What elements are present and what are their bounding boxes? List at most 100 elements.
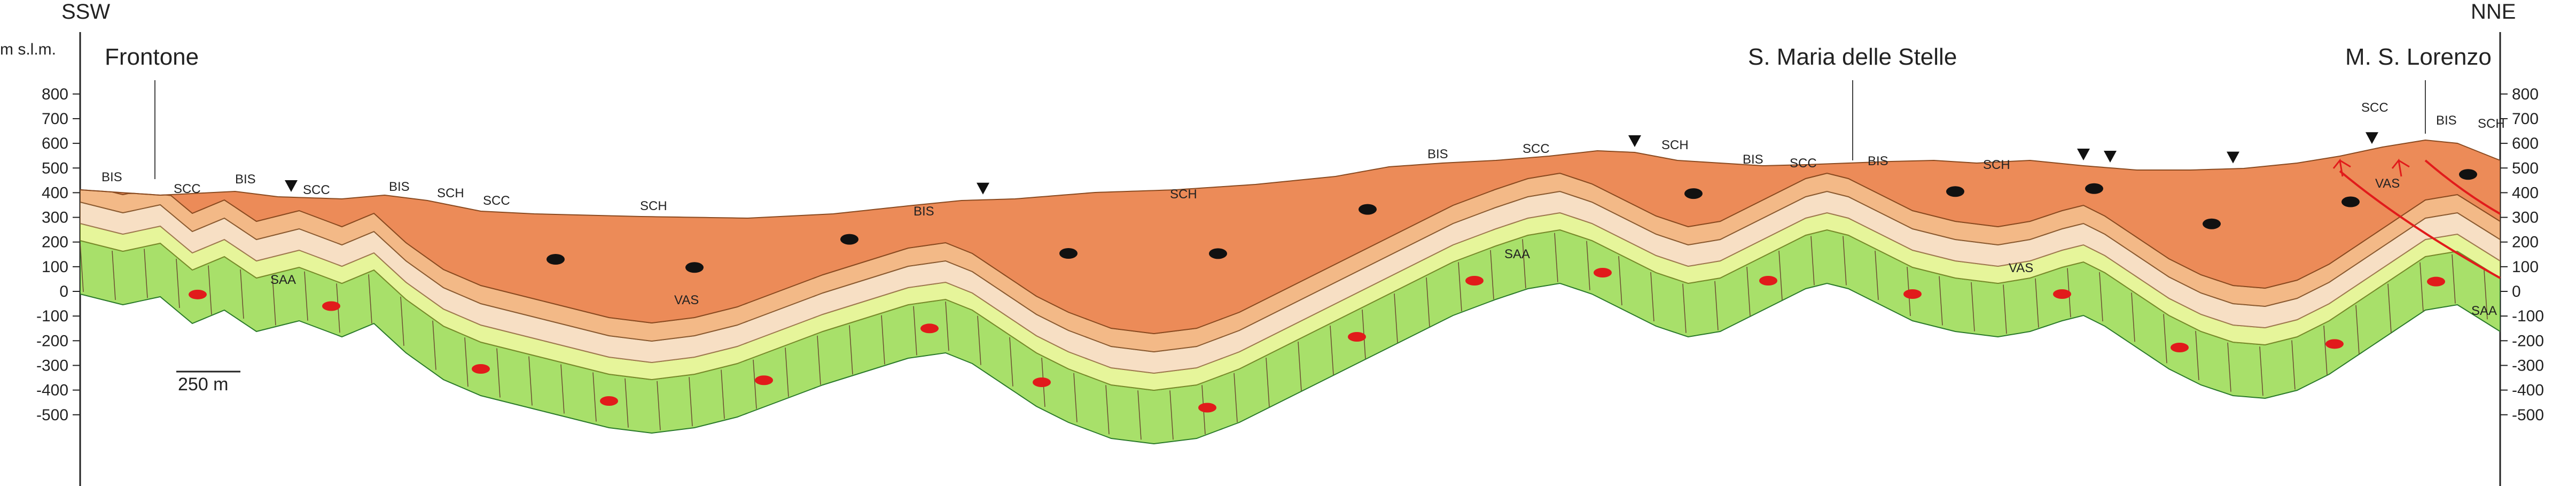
bedding-tick <box>1458 262 1462 312</box>
triangle-marker <box>2104 151 2117 163</box>
fault-arrow-2 <box>2391 158 2410 177</box>
orientation-ssw: SSW <box>61 0 111 24</box>
bedding-tick <box>2259 346 2263 396</box>
formation-label-bis: BIS <box>389 180 410 194</box>
bedding-tick <box>1810 236 1815 286</box>
formation-label-vas: VAS <box>2375 176 2400 191</box>
bedding-hatches <box>80 233 2488 440</box>
formation-label-bis: BIS <box>1743 152 1763 167</box>
bedding-tick <box>80 242 84 292</box>
red-nodule <box>1198 403 1216 413</box>
red-nodule <box>2171 343 2189 352</box>
bedding-tick <box>1875 250 1879 300</box>
axis-tick-label: -400 <box>2512 382 2544 399</box>
axis-tick-label: 300 <box>42 209 68 227</box>
bedding-tick <box>1073 373 1078 422</box>
bedding-tick <box>1009 337 1013 387</box>
bedding-tick <box>2419 262 2424 312</box>
orientation-nne: NNE <box>2471 0 2516 24</box>
bedding-tick <box>881 315 885 365</box>
right-axis-ticks: 800 700 600 500 400 300 200 100 0 -100 -200 -300 -40… <box>2500 86 2544 424</box>
bedding-tick <box>1522 239 1526 289</box>
red-nodule <box>472 364 490 374</box>
bedding-tick <box>2484 270 2488 320</box>
bedding-tick <box>1618 256 1622 306</box>
red-nodule <box>600 396 618 406</box>
bedding-tick <box>1169 390 1174 440</box>
bedding-tick <box>849 325 853 375</box>
axis-tick-label: 800 <box>42 86 68 103</box>
bedding-tick <box>1971 282 1975 331</box>
bedding-tick <box>1746 266 1751 317</box>
axis-tick-label: -200 <box>36 332 68 350</box>
bedding-tick <box>1778 250 1783 300</box>
place-frontone: Frontone <box>105 44 199 70</box>
red-nodule <box>1465 276 1484 286</box>
formation-label-bis: BIS <box>2436 113 2457 128</box>
bedding-tick <box>657 381 661 430</box>
bedding-tick <box>1330 325 1334 375</box>
bedding-tick <box>1298 341 1302 391</box>
axis-tick-label: -200 <box>2512 332 2544 350</box>
formation-label-sch: SCH <box>1661 138 1689 152</box>
red-nodule <box>755 375 773 385</box>
bedding-tick <box>2163 314 2167 364</box>
formation-label-sch: SCH <box>2478 117 2505 131</box>
bedding-tick <box>272 276 276 326</box>
formation-label-sch: SCH <box>640 199 667 213</box>
bedding-tick <box>1682 283 1687 333</box>
formation-label-scc: SCC <box>2361 101 2388 115</box>
bedding-tick <box>1586 241 1590 290</box>
axis-tick-label: -400 <box>36 382 68 399</box>
red-nodule <box>322 301 340 311</box>
bedding-tick <box>144 249 148 298</box>
bedding-tick <box>2003 284 2007 334</box>
bedding-tick <box>2227 342 2231 392</box>
black-nodule <box>2203 218 2221 229</box>
axis-tick-label: 400 <box>2512 184 2539 202</box>
formation-label-scc: SCC <box>174 182 201 196</box>
bedding-tick <box>1394 293 1398 343</box>
bedding-tick <box>304 271 308 321</box>
red-nodule <box>2427 276 2445 287</box>
black-nodule <box>1059 248 1078 259</box>
formation-label-sch: SCH <box>437 186 464 200</box>
red-nodule <box>1348 332 1366 342</box>
axis-tick-label: 100 <box>42 258 68 276</box>
axis-tick-label: 0 <box>59 283 68 300</box>
axis-tick-label: 500 <box>2512 159 2539 177</box>
triangle-marker <box>977 182 989 195</box>
axis-tick-label: 0 <box>2512 283 2521 300</box>
place-ms-lorenzo: M. S. Lorenzo <box>2345 44 2492 70</box>
bedding-tick <box>400 296 404 346</box>
triangle-marker <box>2366 132 2378 144</box>
red-nodule <box>1903 289 1922 299</box>
bedding-tick <box>176 258 180 308</box>
axis-tick-label: -300 <box>2512 357 2544 374</box>
fault-line-1 <box>2339 170 2501 279</box>
bedding-tick <box>1939 276 1943 326</box>
bedding-tick <box>1137 390 1142 440</box>
bedding-tick <box>496 348 501 398</box>
bedding-tick <box>368 274 372 324</box>
bedding-tick <box>2099 272 2103 322</box>
fault-arrow-1 <box>2332 158 2351 177</box>
black-nodule <box>1684 188 1703 199</box>
formation-label-saa: SAA <box>2471 304 2497 318</box>
bedding-tick <box>2195 330 2199 381</box>
bedding-tick <box>2452 254 2456 304</box>
axis-tick-label: -500 <box>36 406 68 424</box>
axis-tick-label: -300 <box>36 357 68 374</box>
axis-tick-label: -500 <box>2512 406 2544 424</box>
formation-label-bis: BIS <box>102 170 122 184</box>
sch-layer <box>80 139 2500 335</box>
bedding-tick <box>240 269 244 319</box>
formation-label-scc: SCC <box>303 183 330 197</box>
axis-tick-label: 500 <box>42 159 68 177</box>
axis-tick-label: 800 <box>2512 86 2539 103</box>
bedding-tick <box>913 306 917 356</box>
bedding-tick <box>2291 340 2296 390</box>
black-nodule <box>2085 183 2103 194</box>
bedding-tick <box>432 320 436 370</box>
